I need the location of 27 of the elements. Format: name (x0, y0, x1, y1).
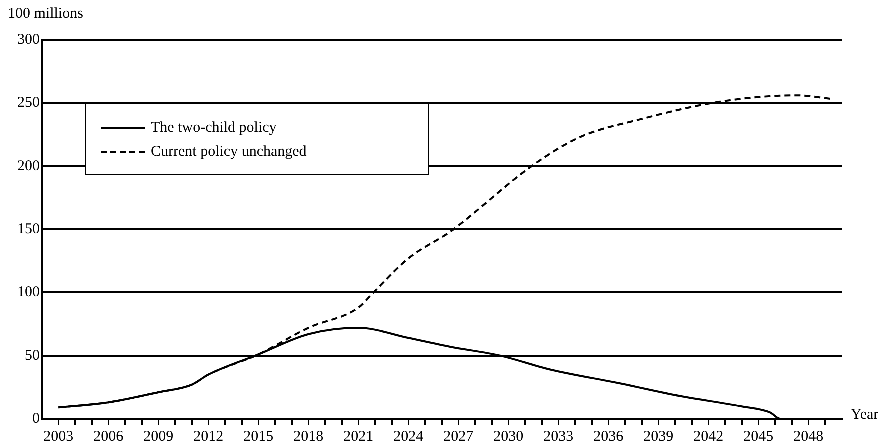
x-tick-label: 2009 (144, 428, 174, 445)
x-tick-label: 2015 (244, 428, 274, 445)
y-tick-label: 50 (25, 348, 40, 364)
x-tick-label: 2012 (194, 428, 224, 445)
x-tick-label: 2021 (344, 428, 374, 445)
x-tick-label: 2030 (494, 428, 524, 445)
x-tick-label: 2042 (694, 428, 724, 445)
x-tick-label: 2048 (794, 428, 824, 445)
x-tick-label: 2039 (644, 428, 674, 445)
legend-label: Current policy unchanged (151, 144, 307, 160)
y-tick-label: 0 (32, 410, 40, 427)
x-tick-label: 2036 (594, 428, 624, 445)
x-tick-label: 2027 (444, 428, 474, 445)
y-tick-label: 250 (18, 95, 40, 112)
y-tick-label: 100 (18, 284, 40, 301)
y-axis-title: 100 millions (8, 6, 84, 23)
x-tick-label: 2033 (544, 428, 574, 445)
x-tick-label: 2003 (44, 428, 74, 445)
legend-label: The two-child policy (151, 120, 277, 136)
x-tick-label: 2006 (94, 428, 124, 445)
x-tick-label: 2024 (394, 428, 424, 445)
y-tick-label: 300 (18, 32, 40, 48)
y-tick-label: 200 (18, 158, 40, 174)
x-axis-title: Year (851, 407, 879, 424)
x-tick-label: 2045 (744, 428, 774, 445)
x-tick-label: 2018 (294, 428, 324, 445)
y-tick-label: 150 (18, 221, 40, 238)
